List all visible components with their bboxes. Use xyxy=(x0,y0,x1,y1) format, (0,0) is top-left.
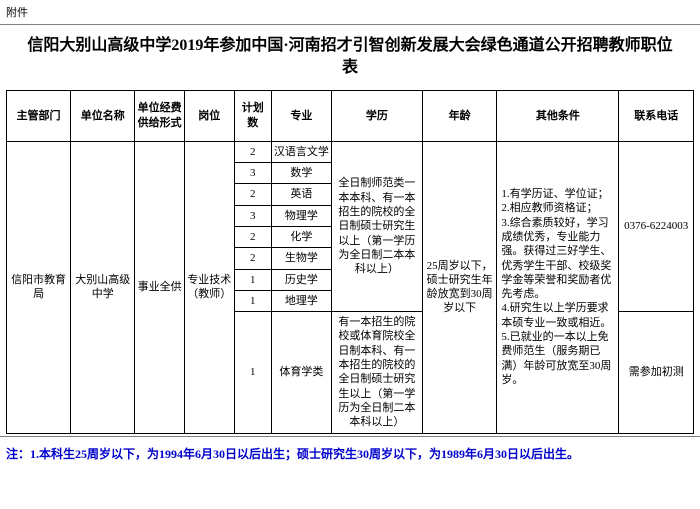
header-num: 计划数 xyxy=(234,90,271,141)
cell-major: 汉语言文学 xyxy=(271,141,331,162)
cell-major: 地理学 xyxy=(271,290,331,311)
header-dept: 主管部门 xyxy=(7,90,71,141)
document-title: 信阳大别山高级中学2019年参加中国·河南招才引智创新发展大会绿色通道公开招聘教… xyxy=(0,25,700,90)
positions-table: 主管部门 单位名称 单位经费供给形式 岗位 计划数 专业 学历 年龄 其他条件 … xyxy=(6,90,694,434)
cell-major: 体育学类 xyxy=(271,312,331,433)
header-phone: 联系电话 xyxy=(619,90,694,141)
cell-edu2: 有一本招生的院校或体育院校全日制本科、有一本招生的院校的全日制硕士研究生以上（第… xyxy=(331,312,422,433)
header-unit: 单位名称 xyxy=(71,90,135,141)
cell-num: 1 xyxy=(234,269,271,290)
header-edu: 学历 xyxy=(331,90,422,141)
table-header-row: 主管部门 单位名称 单位经费供给形式 岗位 计划数 专业 学历 年龄 其他条件 … xyxy=(7,90,694,141)
cell-major: 数学 xyxy=(271,163,331,184)
cell-edu1: 全日制师范类一本本科、有一本招生的院校的全日制硕士研究生以上（第一学历为全日制二… xyxy=(331,141,422,311)
cell-fund: 事业全供 xyxy=(135,141,185,433)
cell-phone: 0376-6224003 xyxy=(619,141,694,311)
footnote: 注：1.本科生25周岁以下，为1994年6月30日以后出生；硕士研究生30周岁以… xyxy=(0,436,700,466)
cell-unit: 大别山高级中学 xyxy=(71,141,135,433)
cell-major: 化学 xyxy=(271,226,331,247)
header-other: 其他条件 xyxy=(497,90,619,141)
cell-major: 生物学 xyxy=(271,248,331,269)
header-major: 专业 xyxy=(271,90,331,141)
header-post: 岗位 xyxy=(184,90,234,141)
cell-num: 2 xyxy=(234,141,271,162)
cell-num: 3 xyxy=(234,205,271,226)
cell-num: 2 xyxy=(234,248,271,269)
table-row: 信阳市教育局 大别山高级中学 事业全供 专业技术（教师） 2 汉语言文学 全日制… xyxy=(7,141,694,162)
cell-major: 历史学 xyxy=(271,269,331,290)
cell-num: 2 xyxy=(234,226,271,247)
header-fund: 单位经费供给形式 xyxy=(135,90,185,141)
cell-phone-note: 需参加初测 xyxy=(619,312,694,433)
cell-other: 1.有学历证、学位证； 2.相应教师资格证； 3.综合素质较好，学习成绩优秀，专… xyxy=(497,141,619,433)
cell-major: 物理学 xyxy=(271,205,331,226)
cell-num: 1 xyxy=(234,290,271,311)
cell-dept: 信阳市教育局 xyxy=(7,141,71,433)
cell-num: 1 xyxy=(234,312,271,433)
cell-num: 2 xyxy=(234,184,271,205)
cell-age: 25周岁以下，硕士研究生年龄放宽到30周岁以下 xyxy=(422,141,496,433)
cell-num: 3 xyxy=(234,163,271,184)
cell-post: 专业技术（教师） xyxy=(184,141,234,433)
attachment-label: 附件 xyxy=(0,0,700,25)
header-age: 年龄 xyxy=(422,90,496,141)
cell-major: 英语 xyxy=(271,184,331,205)
